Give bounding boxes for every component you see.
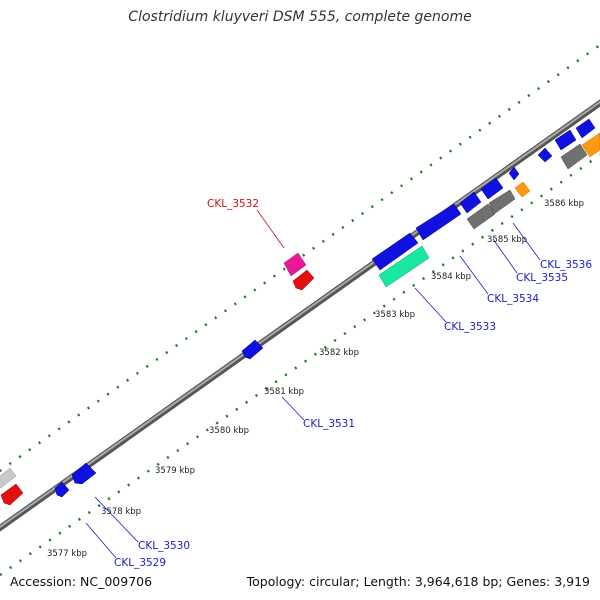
gene-feature-ckl-3530[interactable] [71,462,97,485]
gene-feature-red-2[interactable] [292,269,315,291]
inner-tick-track [0,153,600,577]
gene-feature-ckl-3534-a[interactable] [459,191,482,214]
gene-feature-ckl-3532[interactable] [283,252,307,277]
scale-label: 3586 kbp [544,199,584,209]
gene-feature-red[interactable] [0,483,24,506]
gene-feature-blue-long-1[interactable] [371,232,419,271]
leader-ckl-3533 [414,287,447,323]
scale-label: 3579 kbp [155,466,195,476]
gene-feature-ckl-3533[interactable] [378,245,430,288]
scale-label: 3584 kbp [431,272,471,282]
gene-label-ckl-3535[interactable]: CKL_3535 [516,272,568,284]
scale-labels: 3577 kbp 3578 kbp 3579 kbp 3580 kbp 3581… [47,199,584,559]
scale-label: 3583 kbp [375,310,415,320]
scale-label: 3577 kbp [47,549,87,559]
gene-features [0,118,600,506]
leader-ckl-3530 [94,496,139,543]
gene-label-ckl-3530[interactable]: CKL_3530 [138,540,190,552]
gene-feature-grey-3[interactable] [488,189,516,215]
gene-label-ckl-3529[interactable]: CKL_3529 [114,557,166,569]
leader-ckl-3529 [85,522,117,559]
gene-label-ckl-3532[interactable]: CKL_3532 [207,198,259,210]
scale-label: 3578 kbp [101,507,141,517]
leader-ckl-3535 [492,238,518,274]
gene-label-ckl-3536[interactable]: CKL_3536 [540,259,592,271]
gene-labels: CKL_3529 CKL_3530 CKL_3531 CKL_3532 CKL_… [114,198,592,569]
scale-label: 3581 kbp [264,387,304,397]
gene-feature-orange-r[interactable] [581,132,600,158]
gene-feature-ckl-3534-b[interactable] [480,177,504,200]
gene-feature-grey[interactable] [0,467,17,489]
gene-feature-ckl-3529[interactable] [54,481,70,498]
gene-feature-blue-r1[interactable] [537,147,553,163]
genome-summary-text: Topology: circular; Length: 3,964,618 bp… [246,574,590,589]
gene-feature-grey-r[interactable] [560,143,588,170]
gene-feature-ckl-3536[interactable] [508,166,520,181]
scale-label: 3585 kbp [487,235,527,245]
leader-ckl-3531 [281,396,305,421]
gene-label-ckl-3531[interactable]: CKL_3531 [303,418,355,430]
leader-ckl-3536 [512,222,541,261]
gene-feature-blue-r2[interactable] [554,129,577,151]
accession-text: Accession: NC_009706 [10,574,153,589]
gene-feature-grey-2[interactable] [466,203,496,230]
scale-label: 3580 kbp [209,426,249,436]
leader-ckl-3534 [459,255,489,295]
gene-feature-orange[interactable] [514,181,531,198]
gene-label-ckl-3533[interactable]: CKL_3533 [444,321,496,333]
map-title: Clostridium kluyveri DSM 555, complete g… [128,9,472,25]
leader-ckl-3532 [256,209,285,249]
gene-feature-blue-r3[interactable] [575,118,596,139]
gene-label-leaders [85,209,541,559]
scale-label: 3582 kbp [319,348,359,358]
gene-label-ckl-3534[interactable]: CKL_3534 [487,293,539,305]
gene-feature-blue-long-2[interactable] [415,203,462,241]
gene-feature-ckl-3531[interactable] [241,339,264,360]
